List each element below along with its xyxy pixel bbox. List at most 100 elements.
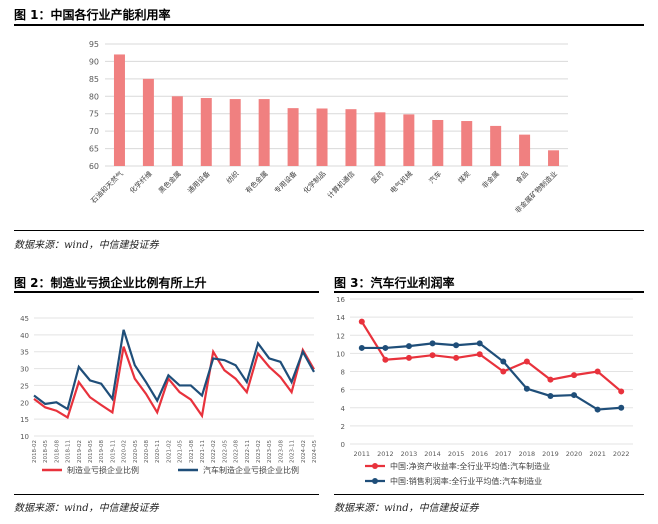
x-tick-label: 2023-05: [267, 440, 273, 463]
data-point: [523, 358, 530, 365]
y-tick-label: 2: [341, 423, 345, 431]
chart3-source: 数据来源：wind，中信建投证券: [334, 503, 479, 514]
chart1-plot: 60 65 70 75 80 85 90 95 石油和天然气 化学纤维 黑色金属 通用设备 纺织 有色金属…: [89, 40, 568, 215]
bar: [287, 108, 299, 166]
bar: [142, 78, 154, 166]
bar: [171, 96, 183, 166]
legend-label: 中国:销售利润率:全行业平均值:汽车制造业: [390, 476, 542, 486]
x-tick-label: 2019: [542, 450, 559, 458]
chart1-bottom-rule: [14, 230, 644, 231]
bar: [403, 114, 415, 166]
y-tick-label: 95: [89, 40, 99, 49]
chart2-source: 数据来源：wind，中信建投证券: [14, 503, 159, 514]
y-tick-label: 25: [20, 382, 29, 390]
bar: [345, 109, 357, 166]
y-tick-label: 30: [20, 366, 29, 374]
data-point: [523, 385, 530, 392]
x-tick-label: 2019-08: [99, 440, 105, 463]
y-tick-label: 15: [20, 416, 29, 424]
x-tick-label: 2020-02: [122, 440, 128, 463]
data-point: [453, 342, 460, 349]
bar: [432, 119, 444, 166]
chart3-bottom-rule: [334, 494, 644, 495]
x-tick-label: 2024-02: [301, 440, 307, 463]
y-tick-label: 85: [89, 75, 99, 84]
y-tick-label: 75: [89, 110, 99, 119]
y-tick-label: 60: [89, 162, 99, 171]
x-tick-label: 化学纤维: [128, 169, 154, 195]
data-point: [547, 392, 554, 399]
x-tick-label: 2019-02: [77, 440, 83, 463]
bar: [113, 54, 125, 167]
data-point: [405, 354, 412, 361]
chart1-source: 数据来源：wind，中信建投证券: [14, 240, 159, 251]
x-tick-label: 2019-05: [88, 440, 94, 463]
bar: [229, 99, 241, 166]
x-tick-label: 2021-05: [178, 440, 184, 463]
bar: [316, 108, 328, 166]
x-tick-label: 2023-11: [290, 440, 296, 463]
y-tick-label: 6: [341, 387, 346, 395]
y-tick-label: 35: [20, 349, 29, 357]
x-tick-label: 2013: [401, 450, 418, 458]
chart3-top-rule: [334, 291, 644, 293]
y-tick-label: 8: [341, 369, 345, 377]
data-point: [500, 358, 507, 365]
x-tick-label: 2021: [589, 450, 606, 458]
data-point: [358, 344, 365, 351]
y-tick-label: 4: [341, 405, 346, 413]
chart1-title: 图 1：中国各行业产能利用率: [14, 8, 171, 22]
x-tick-label: 2022-05: [222, 440, 228, 463]
x-tick-label: 纺织: [224, 169, 240, 185]
data-point: [453, 354, 460, 361]
x-tick-label: 2022-11: [245, 440, 251, 463]
series-line: [33, 329, 315, 411]
bar: [548, 150, 560, 166]
bar: [200, 98, 212, 166]
bar: [490, 125, 502, 166]
x-tick-label: 有色金属: [243, 169, 269, 195]
x-tick-label: 化学制品: [301, 169, 327, 195]
x-tick-label: 通用设备: [186, 169, 212, 195]
bar: [519, 134, 531, 166]
x-tick-label: 2022-02: [211, 440, 217, 463]
chart2-top-rule: [14, 291, 319, 293]
data-point: [382, 356, 389, 363]
data-point: [547, 376, 554, 383]
data-point: [476, 340, 483, 347]
chart3-title: 图 3：汽车行业利润率: [334, 276, 455, 290]
chart2-title: 图 2：制造业亏损企业比例有所上升: [14, 276, 207, 290]
y-tick-label: 10: [336, 350, 345, 358]
data-point: [594, 406, 601, 413]
y-tick-label: 0: [341, 441, 345, 449]
data-point: [382, 344, 389, 351]
y-tick-label: 90: [89, 57, 99, 66]
y-tick-label: 20: [20, 399, 29, 407]
x-tick-label: 2018-11: [66, 440, 72, 463]
x-tick-label: 电气机械: [388, 169, 414, 195]
x-tick-label: 2023-02: [256, 440, 262, 463]
y-tick-label: 70: [89, 127, 99, 136]
x-tick-label: 2022: [613, 450, 630, 458]
chart3-plot: 0 2 4 6 8 10 12 14 16 2011 2012 2013 2014 2015 2016 201…: [336, 296, 633, 486]
x-tick-label: 非金属: [480, 169, 501, 190]
y-tick-label: 12: [336, 332, 345, 340]
x-tick-label: 2021-08: [189, 440, 195, 463]
x-tick-label: 2020-11: [155, 440, 161, 463]
data-point: [571, 392, 578, 399]
x-tick-label: 2018-08: [54, 440, 60, 463]
x-tick-label: 计算机通信: [325, 169, 356, 200]
x-tick-label: 2021-02: [166, 440, 172, 463]
x-tick-label: 黑色金属: [157, 169, 183, 195]
data-point: [618, 388, 625, 395]
data-point: [429, 340, 436, 347]
bar: [258, 99, 270, 166]
y-tick-label: 80: [89, 92, 99, 101]
legend-marker: [372, 478, 378, 484]
bar: [461, 121, 473, 166]
y-tick-label: 16: [336, 296, 345, 304]
data-point: [358, 318, 365, 325]
data-point: [500, 368, 507, 375]
x-tick-label: 2018: [519, 450, 536, 458]
legend-marker: [372, 463, 378, 469]
